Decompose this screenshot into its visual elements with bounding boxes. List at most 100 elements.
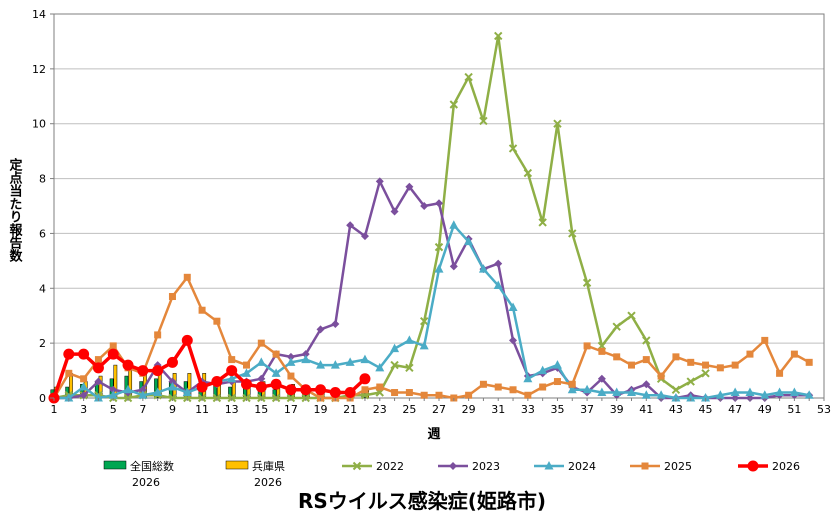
data-point [627,387,636,397]
data-point [538,365,548,375]
data-point [329,387,341,399]
data-point [523,373,533,383]
data-point [287,372,295,380]
data-point [420,202,429,210]
data-point [390,360,399,370]
data-point [598,347,606,355]
data-point [211,376,223,388]
x-tick-label: 15 [254,403,268,416]
y-axis-ticks: 0 2 4 6 8 10 12 14 [32,8,54,405]
data-point [687,358,695,366]
data-point [79,382,89,391]
data-point [568,380,576,388]
data-point [64,393,74,402]
data-point [568,229,577,238]
data-point [434,264,444,273]
data-point [360,354,370,364]
x-tick-label: 1 [51,403,58,416]
data-point [479,116,488,126]
data-point [109,342,117,350]
data-point [434,242,444,252]
data-point [730,387,740,397]
legend-label: 2024 [568,460,596,473]
data-point [523,168,533,178]
x-tick-label: 43 [669,403,683,416]
x-tick-label: 29 [462,403,476,416]
data-point [449,462,457,470]
data-point [63,348,75,360]
data-point [435,199,443,208]
data-point [257,339,265,347]
data-point [243,361,250,369]
data-point [79,391,88,400]
data-point [702,361,710,369]
series-line [54,180,810,400]
x-tick-label: 25 [402,403,416,416]
data-point [478,264,488,273]
data-point [331,319,340,328]
y-tick-label: 0 [39,392,46,405]
data-point [242,368,251,377]
data-point [567,384,577,394]
data-point [404,335,414,344]
data-point [612,387,622,397]
data-point [775,387,785,397]
data-point [686,393,696,402]
data-point [301,354,311,364]
data-point [628,361,635,369]
data-point [494,31,503,41]
data-point [789,387,799,397]
x-axis-ticks: 1 3 5 7 9 11 13 15 17 19 21 23 25 27 29 31 33 35 37 39 41 43 4… [51,398,831,416]
legend-label: 2023 [472,460,500,473]
data-point [315,384,327,396]
data-point [449,220,459,229]
data-point [716,364,724,372]
data-point [747,460,759,472]
series-line [54,223,810,400]
data-point [509,336,518,345]
data-point [256,357,266,366]
data-point [352,461,362,471]
data-point [154,331,162,339]
data-point [672,353,680,361]
x-tick-label: 31 [491,403,505,416]
data-point [166,356,178,368]
data-point [405,363,414,373]
x-tick-label: 49 [758,403,772,416]
data-point [419,316,429,326]
data-point [524,391,532,399]
data-point [449,262,458,271]
data-point [108,390,118,399]
data-point [731,361,739,369]
data-point [642,380,651,389]
series-line [52,276,810,400]
data-point [360,232,369,241]
data-point [405,182,414,191]
data-point [582,278,592,288]
data-point [597,387,607,397]
data-point [583,342,591,350]
x-tick-label: 39 [610,403,624,416]
data-point [344,387,356,399]
series-line [52,338,367,399]
data-point [241,378,252,390]
data-point [271,368,281,377]
y-axis-title: 定点当たり報告数 [7,157,24,263]
data-point [464,72,473,82]
data-point [657,372,665,380]
data-point [359,373,371,385]
data-point [272,350,280,358]
data-point [805,358,813,366]
data-point [790,350,798,358]
data-point [701,369,710,378]
data-point [641,462,649,470]
data-point [270,378,282,390]
data-point [94,356,102,364]
data-point [553,119,562,128]
data-point [420,391,428,399]
data-point [494,383,502,391]
data-point [539,383,547,391]
series-2024 [49,220,814,402]
x-tick-label: 3 [80,403,87,416]
